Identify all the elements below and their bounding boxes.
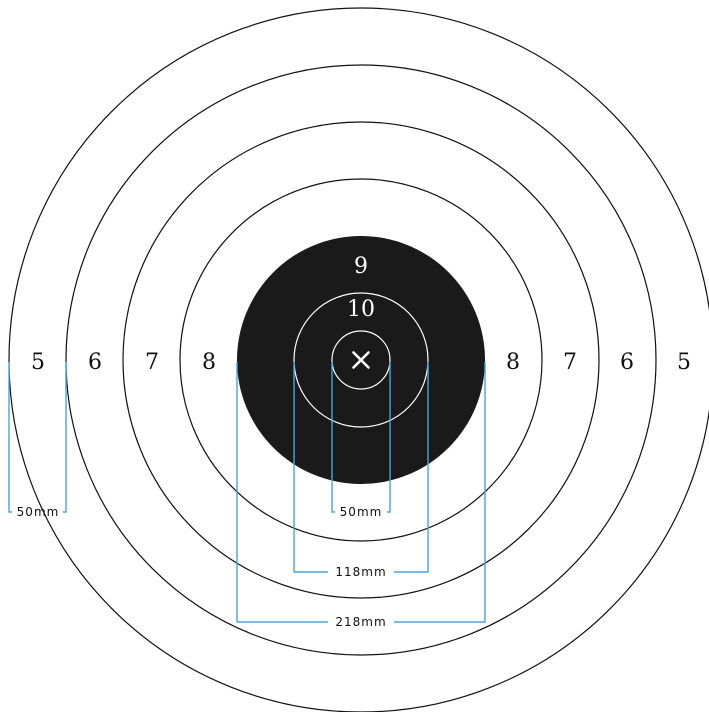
dimension-label-inner-ring: 50mm [340,505,383,519]
ring-10 [293,292,429,428]
ring-5 [8,7,709,712]
ring-number-7-right: 7 [563,350,577,375]
dimension-label-black-area: 218mm [335,615,386,629]
ring-number-7-left: 7 [145,350,159,375]
dimension-black-area: 218mm [236,362,486,629]
dimension-label-ring-spacing: 50mm [17,505,60,519]
ring-number-8-left: 8 [202,350,216,375]
ring-number-6-right: 6 [620,350,634,375]
ring-8 [179,178,543,542]
ring-7 [122,121,600,599]
dimension-inner-ring: 50mm [331,362,391,519]
ring-6 [65,64,657,656]
dimension-ring-spacing: 50mm [8,362,67,519]
ring-number-5-left: 5 [31,350,45,375]
dimension-ten-ring: 118mm [293,362,429,579]
ring-number-8-right: 8 [506,350,520,375]
ring-number-10: 10 [347,297,375,322]
inner-ten-ring [331,330,391,390]
ring-number-9: 9 [354,254,368,279]
center-x-mark [352,351,370,369]
dimension-label-ten-ring: 118mm [335,565,386,579]
ring-number-5-right: 5 [677,350,691,375]
ring-number-6-left: 6 [88,350,102,375]
